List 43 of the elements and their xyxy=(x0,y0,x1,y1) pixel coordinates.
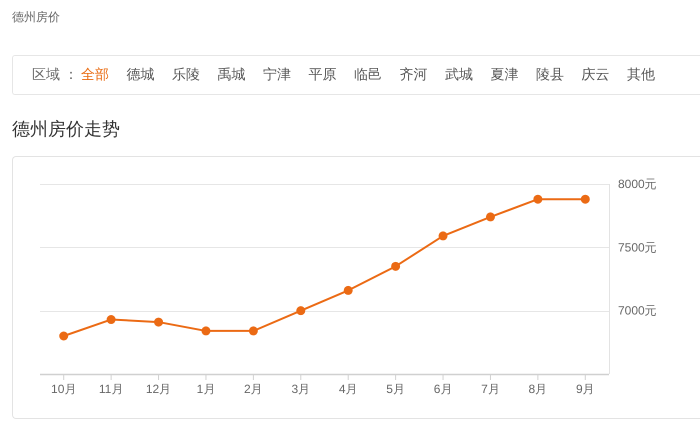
category-label: 宁津 xyxy=(262,66,291,84)
category-label: 武城 xyxy=(444,66,473,84)
point xyxy=(486,212,495,222)
x-tick-label: 12月 xyxy=(146,382,172,396)
text: 区域 ： xyxy=(32,66,78,84)
chart-title: 德州房价走势 xyxy=(12,118,120,141)
category-label: 平原 xyxy=(308,66,336,84)
x-tick-label: 7月 xyxy=(481,382,500,396)
category-label: 齐河 xyxy=(399,66,428,84)
x-tick-label: 3月 xyxy=(291,382,310,396)
point xyxy=(533,194,542,204)
category-label: 夏津 xyxy=(490,66,518,84)
x-tick-label: 11月 xyxy=(98,382,124,396)
category-label: 其他 xyxy=(626,66,655,84)
category-label: 禹城 xyxy=(217,66,246,84)
point xyxy=(59,332,68,340)
text: 德州房价 xyxy=(12,10,60,24)
y-tick-label: 7500元 xyxy=(618,240,657,254)
x-tick-label: 6月 xyxy=(434,382,452,396)
point xyxy=(391,262,400,271)
category-label: 乐陵 xyxy=(172,66,200,84)
x-tick-label: 1月 xyxy=(196,382,216,396)
point xyxy=(201,326,210,336)
category-label: 全部 xyxy=(80,66,109,84)
y-tick-label: 7000元 xyxy=(618,304,657,318)
x-tick-label: 4月 xyxy=(338,382,358,396)
x-tick-label: 5月 xyxy=(386,382,405,396)
point xyxy=(106,315,116,324)
x-tick-label: 9月 xyxy=(576,382,595,396)
point xyxy=(154,318,164,327)
x-tick-label: 10月 xyxy=(51,382,76,396)
x-tick-label: 2月 xyxy=(244,382,263,396)
category-label: 临邑 xyxy=(354,66,382,84)
category-label: 德城 xyxy=(126,66,154,84)
point xyxy=(344,286,353,295)
point xyxy=(248,326,258,336)
x-tick-label: 8月 xyxy=(528,382,548,396)
category-label: 陵县 xyxy=(536,66,564,84)
point xyxy=(438,231,448,240)
y-tick-label: 8000元 xyxy=(618,177,657,191)
category-label: 庆云 xyxy=(581,66,610,84)
point xyxy=(580,194,590,204)
point xyxy=(296,306,306,316)
